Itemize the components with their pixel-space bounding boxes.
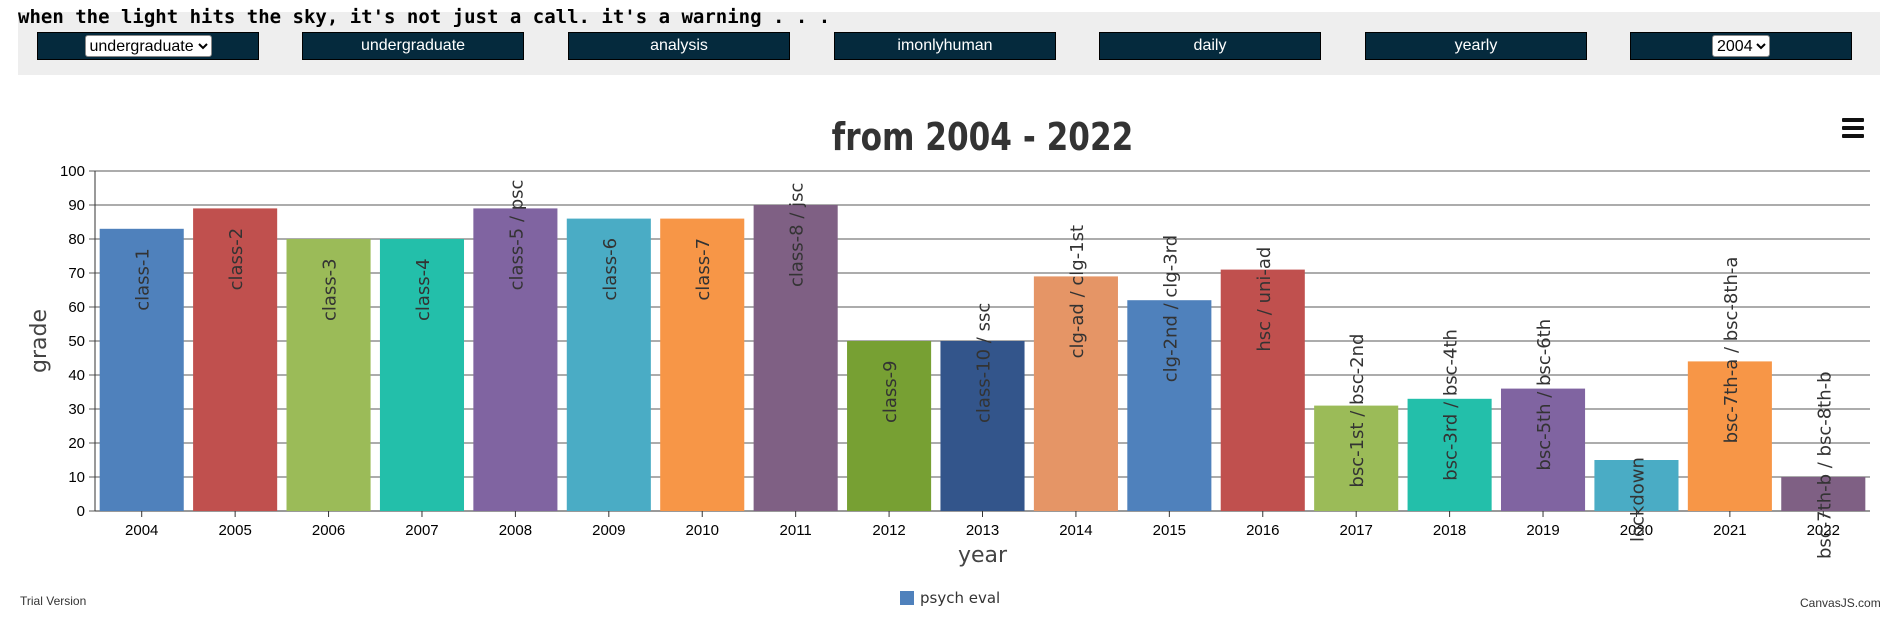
bar <box>1407 398 1492 511</box>
undergraduate-button[interactable]: undergraduate <box>302 32 524 60</box>
daily-button[interactable]: daily <box>1099 32 1321 60</box>
y-tick-label: 70 <box>68 265 85 282</box>
bar <box>379 239 465 511</box>
data-label: class-1 <box>133 248 154 311</box>
data-label: bsc-7th-a / bsc-8th-a <box>1721 257 1742 444</box>
bar <box>99 228 184 512</box>
bar <box>473 208 558 511</box>
data-label: class-5 / psc <box>506 180 527 291</box>
x-tick-label: 2008 <box>499 522 532 539</box>
data-label: bsc-3rd / bsc-4th <box>1441 329 1462 481</box>
data-label: class-4 <box>413 258 434 321</box>
bar <box>1314 405 1399 511</box>
data-label: hsc / uni-ad <box>1254 247 1275 352</box>
bar <box>753 205 838 511</box>
legend-swatch <box>900 591 914 605</box>
x-tick-label: 2013 <box>966 522 999 539</box>
bar <box>566 218 651 511</box>
y-tick-label: 80 <box>68 231 85 248</box>
yearly-button[interactable]: yearly <box>1365 32 1587 60</box>
bar <box>1500 388 1586 511</box>
y-tick-label: 40 <box>68 367 85 384</box>
x-tick-label: 2014 <box>1059 522 1092 539</box>
x-tick-label: 2009 <box>592 522 625 539</box>
level-select-box: undergraduate <box>37 32 259 60</box>
bar <box>1687 361 1772 511</box>
data-label: lockdown <box>1627 457 1648 542</box>
analysis-button[interactable]: analysis <box>568 32 790 60</box>
x-tick-label: 2005 <box>218 522 251 539</box>
x-tick-label: 2022 <box>1807 522 1840 539</box>
x-axis-title: year <box>958 543 1008 568</box>
data-label: clg-2nd / clg-3rd <box>1160 235 1181 382</box>
x-tick-label: 2018 <box>1433 522 1466 539</box>
y-tick-label: 90 <box>68 197 85 214</box>
tagline: when the light hits the sky, it's not ju… <box>18 6 831 28</box>
data-label: class-6 <box>600 238 621 301</box>
data-label: clg-ad / clg-1st <box>1067 225 1088 359</box>
legend-label: psych eval <box>920 589 1001 607</box>
y-tick-label: 30 <box>68 401 85 418</box>
data-label: bsc-7th-b / bsc-8th-b <box>1814 371 1835 559</box>
bar <box>1033 276 1118 511</box>
bar <box>1127 300 1212 511</box>
x-tick-label: 2015 <box>1153 522 1186 539</box>
x-tick-label: 2017 <box>1339 522 1372 539</box>
data-label: class-3 <box>320 258 341 321</box>
x-tick-label: 2011 <box>780 522 812 539</box>
x-tick-label: 2006 <box>312 522 345 539</box>
bar <box>193 208 278 511</box>
hamburger-menu-icon[interactable] <box>1842 118 1864 138</box>
bar <box>1781 477 1866 511</box>
data-label: class-8 / jsc <box>787 183 808 287</box>
bar <box>1220 269 1305 511</box>
x-tick-label: 2016 <box>1246 522 1279 539</box>
bar <box>940 341 1025 511</box>
data-label: class-2 <box>226 228 247 291</box>
y-tick-label: 100 <box>60 163 85 180</box>
level-select[interactable]: undergraduate <box>84 35 212 57</box>
trial-version-label: Trial Version <box>20 594 87 608</box>
y-axis-title: grade <box>27 309 52 373</box>
bar <box>660 218 745 511</box>
data-label: bsc-5th / bsc-6th <box>1534 319 1555 471</box>
y-tick-label: 0 <box>77 503 85 520</box>
x-tick-label: 2007 <box>405 522 438 539</box>
bar <box>286 239 371 511</box>
bar <box>847 341 932 511</box>
year-select[interactable]: 2004 <box>1712 35 1770 57</box>
chart-title: from 2004 - 2022 <box>832 116 1134 160</box>
x-tick-label: 2019 <box>1526 522 1559 539</box>
canvasjs-credit-link[interactable]: CanvasJS.com <box>1800 596 1881 610</box>
x-tick-label: 2020 <box>1620 522 1653 539</box>
data-label: class-10 / ssc <box>974 303 995 423</box>
y-tick-label: 50 <box>68 333 85 350</box>
imonlyhuman-button[interactable]: imonlyhuman <box>834 32 1056 60</box>
data-label: class-9 <box>880 360 901 423</box>
y-tick-label: 60 <box>68 299 85 316</box>
x-tick-label: 2021 <box>1713 522 1746 539</box>
year-select-box: 2004 <box>1630 32 1852 60</box>
data-label: bsc-1st / bsc-2nd <box>1347 334 1368 488</box>
x-tick-label: 2012 <box>872 522 905 539</box>
y-tick-label: 10 <box>68 469 85 486</box>
x-tick-label: 2004 <box>125 522 158 539</box>
data-label: class-7 <box>693 238 714 301</box>
legend[interactable]: psych eval <box>900 589 1000 607</box>
y-tick-label: 20 <box>68 435 85 452</box>
x-tick-label: 2010 <box>686 522 719 539</box>
bar <box>1594 460 1679 511</box>
